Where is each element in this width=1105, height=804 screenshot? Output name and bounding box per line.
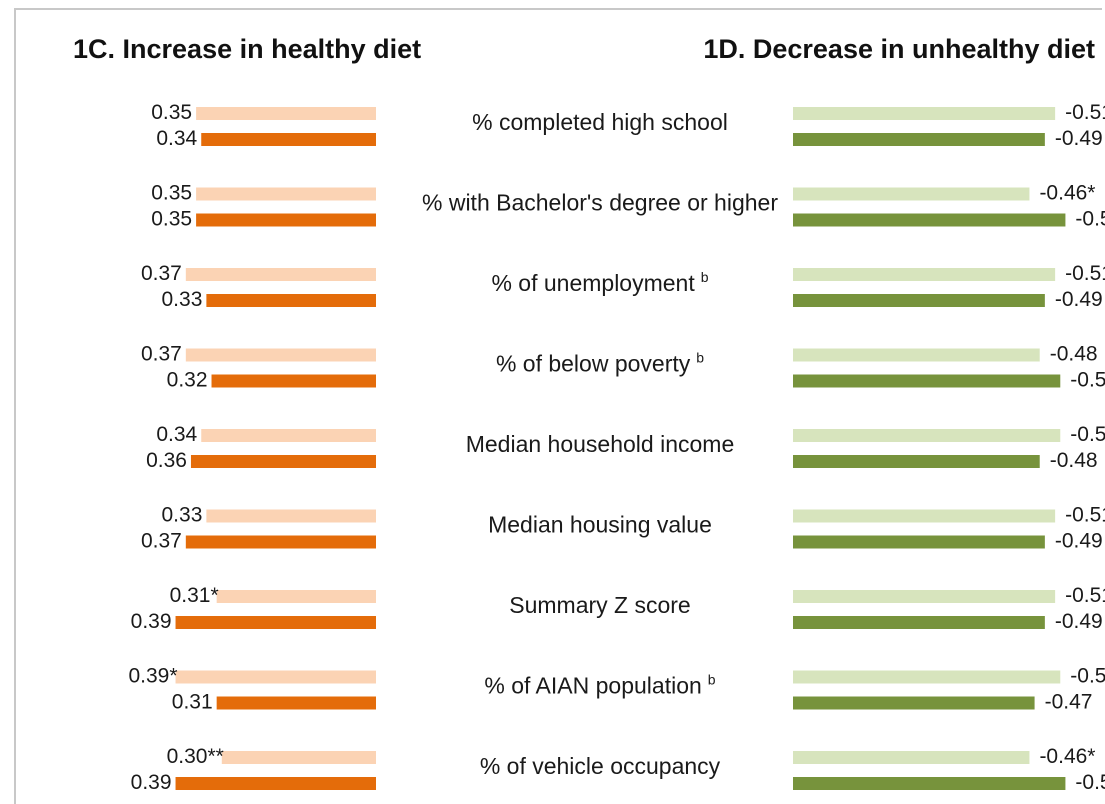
unhealthy-value-label: -0.48 bbox=[1050, 449, 1098, 472]
healthy-bar-light bbox=[196, 107, 376, 120]
category-label: Summary Z score bbox=[509, 592, 690, 618]
healthy-bar-dark bbox=[216, 696, 376, 710]
category-label: % of vehicle occupancy bbox=[480, 753, 721, 779]
healthy-value-label: 0.39 bbox=[131, 610, 172, 633]
unhealthy-bar-light bbox=[793, 590, 1056, 603]
category-label: % of below poverty b bbox=[496, 350, 704, 377]
unhealthy-bar-light bbox=[793, 107, 1056, 120]
unhealthy-bar-light bbox=[793, 348, 1040, 362]
healthy-value-label: 0.35 bbox=[151, 208, 192, 231]
unhealthy-value-label: -0.48 bbox=[1050, 343, 1098, 366]
healthy-bar-dark bbox=[185, 535, 376, 549]
category-label: % with Bachelor's degree or higher bbox=[422, 190, 778, 216]
chart-title-healthy: 1C. Increase in healthy diet bbox=[73, 34, 421, 64]
healthy-value-label: 0.39* bbox=[128, 665, 177, 688]
unhealthy-value-label: -0.52 bbox=[1070, 423, 1105, 446]
category-label: % completed high school bbox=[472, 109, 728, 135]
unhealthy-bar-dark bbox=[793, 535, 1045, 549]
healthy-value-label: 0.37 bbox=[141, 262, 182, 285]
unhealthy-value-label: -0.52 bbox=[1070, 369, 1105, 392]
category-superscript: b bbox=[701, 269, 709, 285]
healthy-value-label: 0.31 bbox=[172, 691, 213, 714]
unhealthy-value-label: -0.51 bbox=[1065, 101, 1105, 124]
unhealthy-value-label: -0.46* bbox=[1039, 745, 1095, 768]
category-label: % of unemployment b bbox=[491, 269, 708, 296]
healthy-bar-light bbox=[196, 187, 376, 201]
healthy-value-label: 0.34 bbox=[156, 423, 197, 446]
unhealthy-bar-dark bbox=[793, 696, 1035, 710]
category-superscript: b bbox=[708, 672, 716, 688]
unhealthy-value-label: -0.51 bbox=[1065, 262, 1105, 285]
healthy-value-label: 0.33 bbox=[162, 504, 203, 527]
unhealthy-bar-light bbox=[793, 670, 1061, 684]
healthy-bar-light bbox=[185, 268, 376, 281]
healthy-value-label: 0.33 bbox=[162, 288, 203, 311]
healthy-value-label: 0.37 bbox=[141, 530, 182, 553]
healthy-value-label: 0.37 bbox=[141, 343, 182, 366]
healthy-bar-dark bbox=[211, 374, 376, 388]
unhealthy-bar-dark bbox=[793, 455, 1040, 468]
unhealthy-bar-dark bbox=[793, 213, 1066, 227]
unhealthy-bar-dark bbox=[793, 616, 1045, 629]
healthy-bar-dark bbox=[175, 777, 376, 790]
healthy-value-label: 0.34 bbox=[156, 127, 197, 150]
healthy-value-label: 0.35 bbox=[151, 182, 192, 205]
unhealthy-value-label: -0.53 bbox=[1075, 771, 1105, 794]
healthy-value-label: 0.39 bbox=[131, 771, 172, 794]
healthy-value-label: 0.35 bbox=[151, 101, 192, 124]
unhealthy-value-label: -0.49 bbox=[1055, 610, 1103, 633]
unhealthy-bar-light bbox=[793, 268, 1056, 281]
unhealthy-bar-light bbox=[793, 509, 1056, 523]
unhealthy-value-label: -0.49 bbox=[1055, 288, 1103, 311]
category-label: % of AIAN population b bbox=[484, 672, 715, 699]
healthy-bar-dark bbox=[196, 213, 376, 227]
category-superscript: b bbox=[696, 350, 704, 366]
category-label: Median housing value bbox=[488, 512, 712, 538]
unhealthy-value-label: -0.46* bbox=[1039, 182, 1095, 205]
healthy-value-label: 0.31* bbox=[170, 584, 219, 607]
unhealthy-bar-light bbox=[793, 187, 1030, 201]
unhealthy-value-label: -0.52 bbox=[1070, 665, 1105, 688]
unhealthy-value-label: -0.53 bbox=[1075, 208, 1105, 231]
unhealthy-bar-dark bbox=[793, 294, 1045, 307]
healthy-value-label: 0.30** bbox=[167, 745, 224, 768]
unhealthy-bar-light bbox=[793, 751, 1030, 764]
chart-frame bbox=[14, 8, 1102, 804]
healthy-bar-dark bbox=[175, 616, 376, 629]
healthy-bar-light bbox=[185, 348, 376, 362]
chart-title-unhealthy: 1D. Decrease in unhealthy diet bbox=[703, 34, 1095, 64]
healthy-bar-dark bbox=[190, 455, 376, 468]
unhealthy-bar-dark bbox=[793, 133, 1045, 146]
unhealthy-bar-light bbox=[793, 429, 1061, 442]
healthy-bar-light bbox=[201, 429, 376, 442]
healthy-bar-light bbox=[221, 751, 376, 764]
unhealthy-value-label: -0.49 bbox=[1055, 127, 1103, 150]
healthy-bar-dark bbox=[206, 294, 376, 307]
unhealthy-bar-dark bbox=[793, 374, 1061, 388]
healthy-bar-light bbox=[216, 590, 376, 603]
healthy-bar-light bbox=[206, 509, 376, 523]
unhealthy-value-label: -0.49 bbox=[1055, 530, 1103, 553]
category-label: Median household income bbox=[466, 431, 735, 457]
healthy-value-label: 0.32 bbox=[167, 369, 208, 392]
unhealthy-bar-dark bbox=[793, 777, 1066, 790]
healthy-bar-light bbox=[175, 670, 376, 684]
unhealthy-value-label: -0.47 bbox=[1045, 691, 1093, 714]
unhealthy-value-label: -0.51 bbox=[1065, 584, 1105, 607]
healthy-value-label: 0.36 bbox=[146, 449, 187, 472]
healthy-bar-dark bbox=[201, 133, 376, 146]
unhealthy-value-label: -0.51 bbox=[1065, 504, 1105, 527]
